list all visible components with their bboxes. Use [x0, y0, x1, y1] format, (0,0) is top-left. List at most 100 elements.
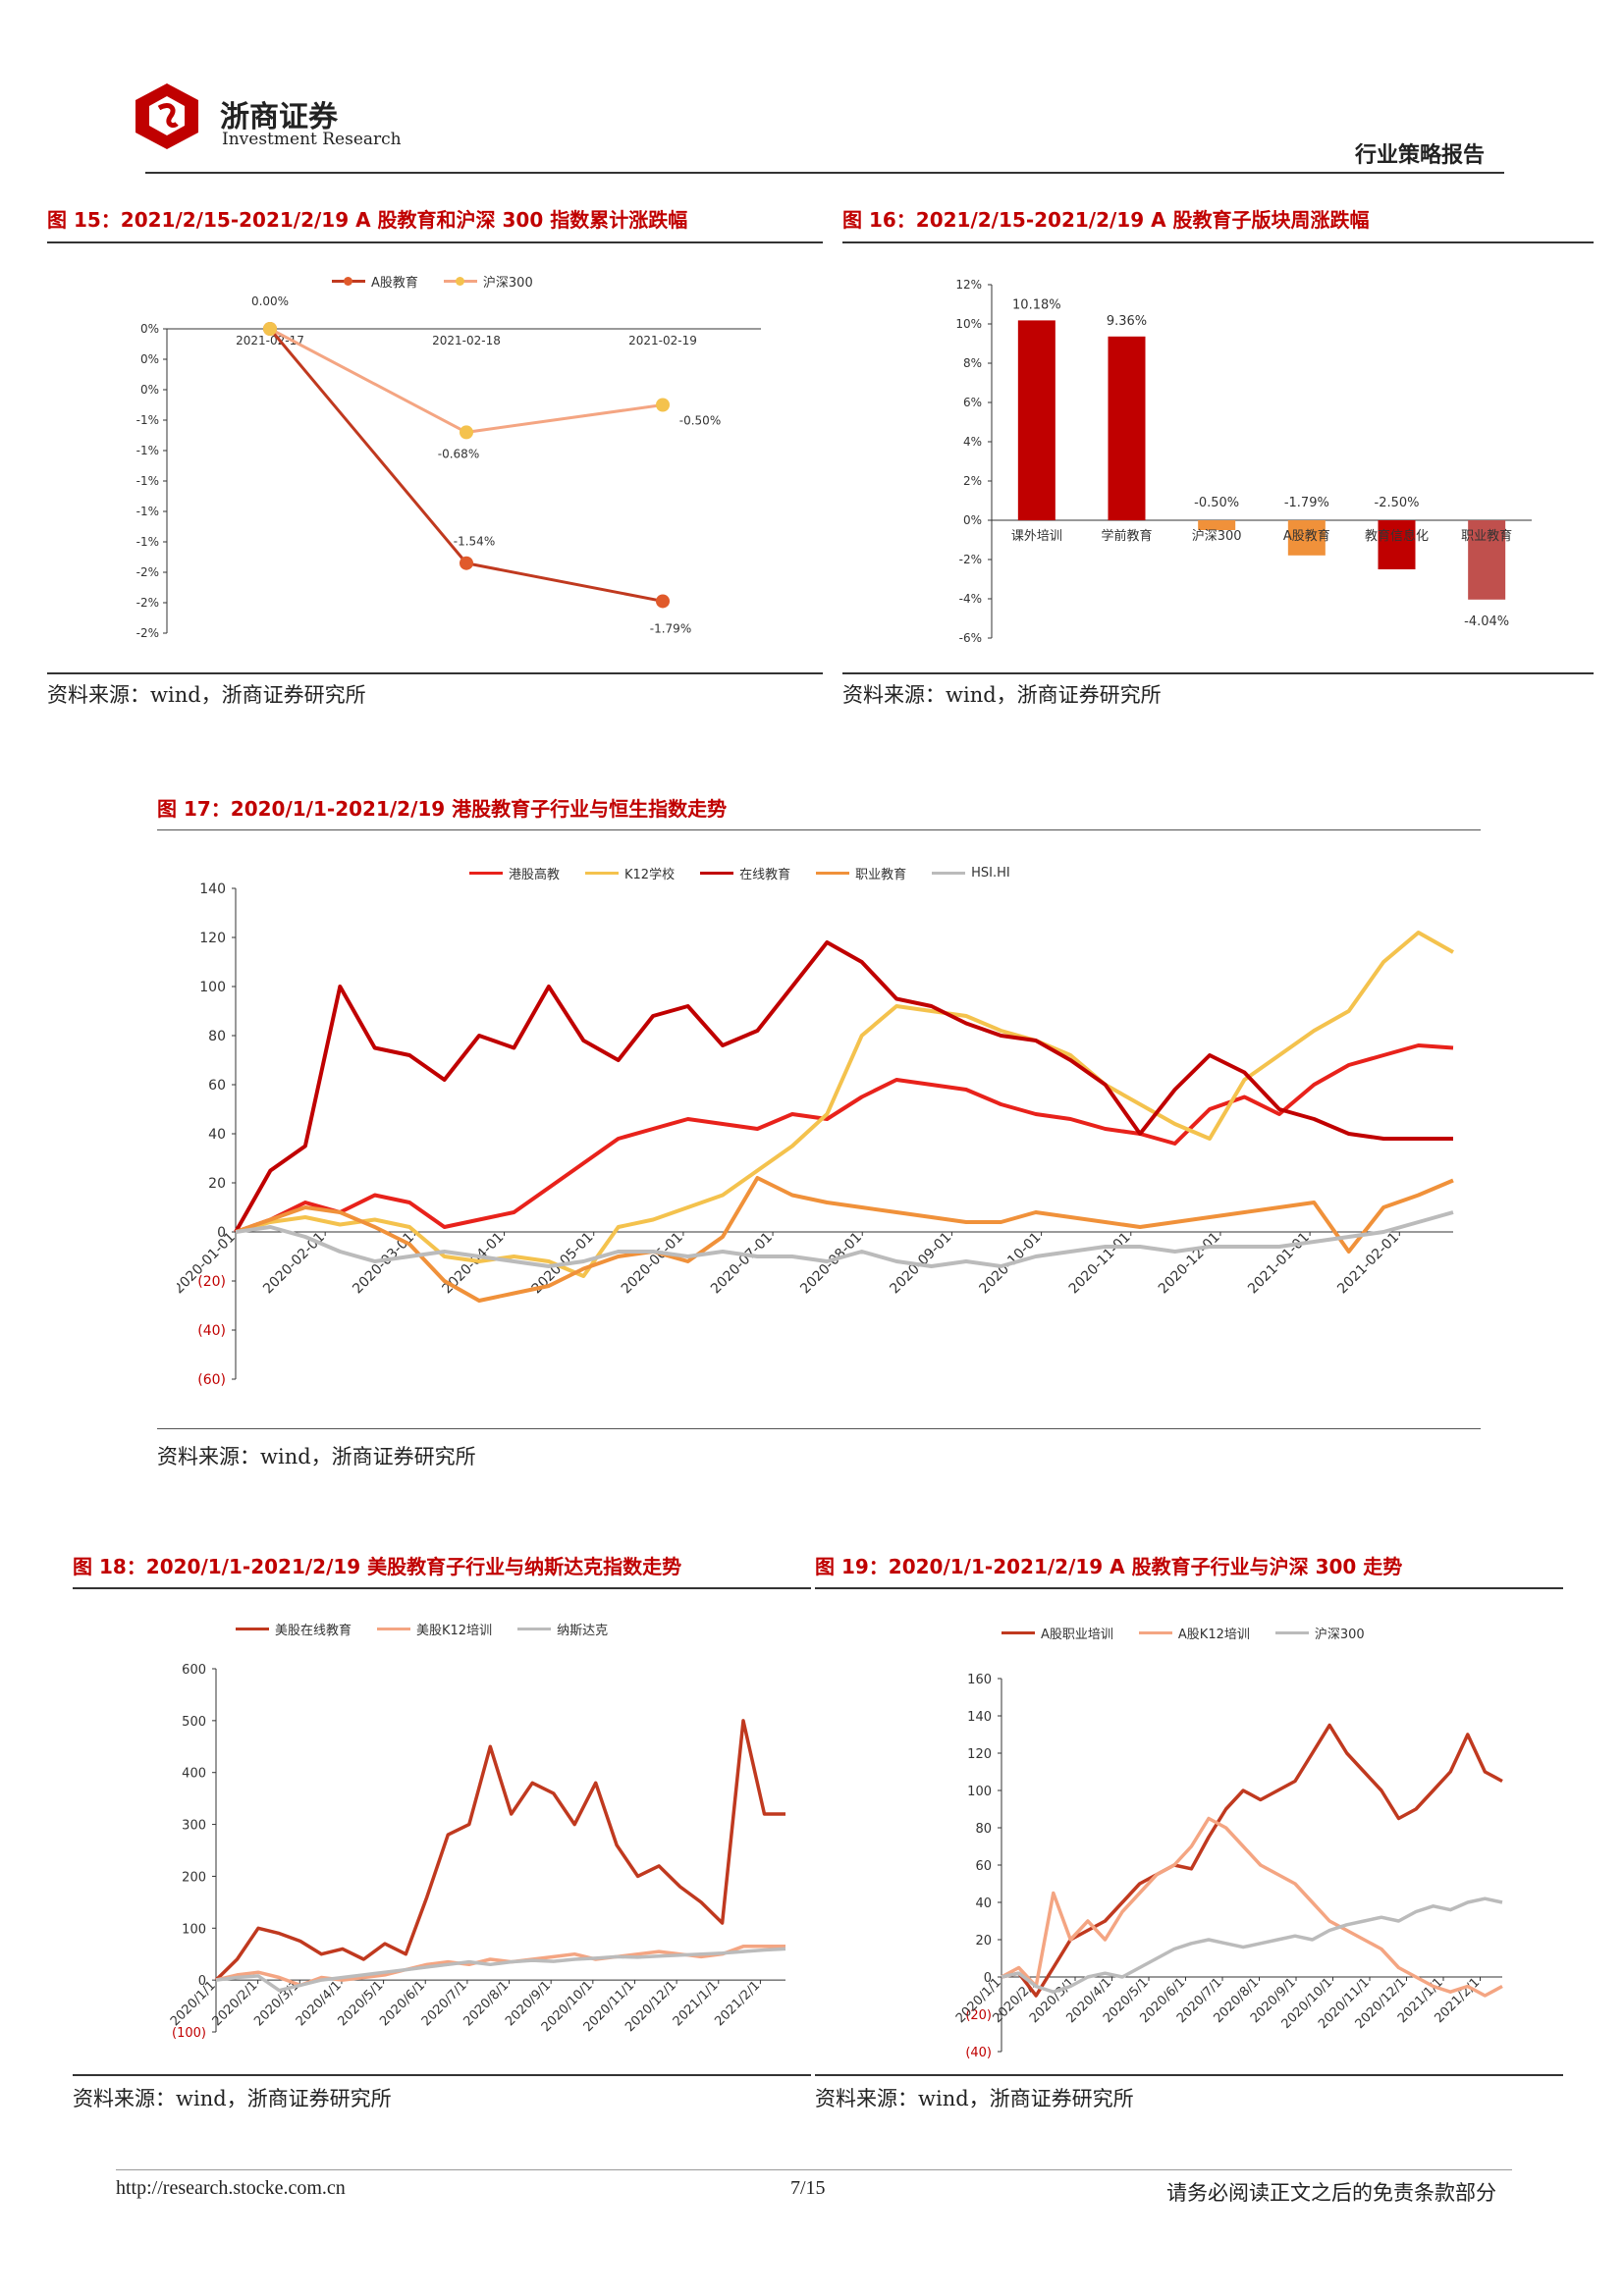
source-rule: [157, 1428, 1481, 1429]
data-point: [656, 594, 670, 609]
data-point: [460, 556, 473, 570]
y-tick-label: 80: [208, 1029, 226, 1044]
data-label: -0.50%: [1194, 496, 1239, 510]
x-tick-label: 课外培训: [1011, 528, 1062, 544]
y-tick-label: 0: [198, 1974, 206, 1989]
y-tick-label: (40): [197, 1323, 226, 1339]
y-tick-label: -1%: [136, 413, 159, 427]
series-line: [235, 1043, 1454, 1234]
chart-legend: 港股高教 K12学校 在线教育 职业教育 HSI.HI: [469, 864, 1010, 882]
figure-title: 图 18：2020/1/1-2021/2/19 美股教育子行业与纳斯达克指数走势: [73, 1555, 682, 1578]
figure-title: 图 19：2020/1/1-2021/2/19 A 股教育子行业与沪深 300 …: [815, 1555, 1403, 1578]
data-label: -4.04%: [1464, 614, 1509, 629]
bar: [1287, 520, 1326, 556]
data-label: -2.50%: [1375, 496, 1420, 510]
y-tick-label: -2%: [136, 626, 159, 640]
footer-url[interactable]: http://research.stocke.com.cn: [116, 2177, 346, 2199]
legend-item: A股职业培训: [1001, 1624, 1113, 1642]
series-line: [235, 931, 1454, 1278]
title-rule: [47, 241, 823, 243]
y-tick-label: 0%: [140, 352, 159, 366]
bar: [1378, 520, 1416, 569]
x-tick-label: 学前教育: [1101, 528, 1152, 544]
legend-item: 纳斯达克: [517, 1620, 608, 1638]
y-tick-label: 0%: [140, 383, 159, 397]
x-tick-label: 2020-06-01: [619, 1230, 686, 1298]
legend-item: 美股在线教育: [236, 1620, 352, 1638]
y-tick-label: 60: [208, 1078, 226, 1094]
company-name-en: Investment Research: [222, 130, 402, 149]
series-line: [235, 1176, 1454, 1303]
report-type: 行业策略报告: [1355, 143, 1486, 168]
y-tick-label: 80: [975, 1822, 992, 1837]
fig19-line-chart: 160140120100806040200(20)(40)2020/1/1202…: [953, 1673, 1503, 2060]
title-rule: [815, 1587, 1563, 1589]
source-rule: [47, 672, 823, 674]
y-tick-label: 100: [967, 1785, 992, 1799]
legend-item: 美股K12培训: [377, 1620, 492, 1638]
source-rule: [842, 672, 1594, 674]
series-line: [234, 940, 1453, 1233]
y-tick-label: (20): [197, 1274, 226, 1290]
y-tick-label: (20): [965, 2008, 992, 2023]
x-tick-label: 2020-12-01: [1156, 1230, 1223, 1298]
series-line: [215, 1947, 786, 1993]
y-tick-label: 40: [208, 1127, 226, 1143]
y-tick-label: 140: [967, 1710, 992, 1725]
data-point: [460, 425, 473, 440]
data-label: -1.79%: [1284, 496, 1329, 510]
y-tick-label: 120: [967, 1747, 992, 1762]
title-rule: [842, 241, 1594, 243]
y-tick-label: -1%: [136, 474, 159, 488]
y-tick-label: 8%: [963, 356, 982, 370]
legend-item: K12学校: [585, 864, 675, 882]
x-tick-label: 2021-01-01: [1245, 1230, 1313, 1298]
footer-rule: [116, 2169, 1512, 2170]
figure-title: 图 17：2020/1/1-2021/2/19 港股教育子行业与恒生指数走势: [157, 797, 728, 821]
bar: [1468, 520, 1506, 600]
legend-item: 职业教育: [816, 864, 906, 882]
company-logo-icon: [135, 83, 198, 149]
chart-legend: A股教育 沪深300: [332, 272, 533, 291]
legend-item: 在线教育: [700, 864, 790, 882]
figure-source: 资料来源：wind，浙商证券研究所: [47, 683, 366, 707]
x-tick-label: 2021-02-01: [1334, 1230, 1402, 1298]
y-tick-label: 12%: [955, 278, 982, 292]
y-tick-label: -4%: [959, 592, 982, 606]
disclaimer-note: 请务必阅读正文之后的免责条款部分: [1166, 2181, 1496, 2205]
data-label: 9.36%: [1107, 314, 1147, 329]
y-tick-label: 140: [199, 881, 226, 897]
y-tick-label: (100): [172, 2026, 206, 2041]
y-tick-label: 0: [984, 1971, 992, 1986]
page-number: 7/15: [790, 2177, 826, 2199]
legend-item: A股K12培训: [1138, 1624, 1250, 1642]
series-line: [1001, 1723, 1503, 1998]
fig18-line-chart: 6005004003002001000(100)2020/1/12020/2/1…: [168, 1663, 786, 2041]
source-rule: [815, 2074, 1563, 2076]
y-tick-label: (40): [965, 2046, 992, 2060]
fig15-line-chart: 0%0%0%-1%-1%-1%-1%-1%-2%-2%-2%2021-02-17…: [136, 294, 761, 640]
bar: [1108, 336, 1146, 520]
data-label: -0.50%: [679, 414, 721, 428]
y-tick-label: 600: [182, 1663, 206, 1678]
title-rule: [157, 829, 1481, 830]
y-tick-label: -2%: [136, 596, 159, 610]
y-tick-label: -1%: [136, 535, 159, 549]
x-tick-label: 沪深300: [1192, 528, 1242, 544]
fig17-line-chart: 140120100806040200(20)(40)(60)2020-01-01…: [177, 881, 1454, 1388]
data-label: -1.79%: [650, 621, 691, 635]
chart-legend: 美股在线教育 美股K12培训 纳斯达克: [236, 1620, 608, 1638]
y-tick-label: 10%: [955, 317, 982, 331]
bar: [1198, 520, 1236, 530]
y-tick-label: (60): [197, 1372, 226, 1388]
y-tick-label: -2%: [959, 553, 982, 566]
legend-item: 沪深300: [443, 272, 533, 291]
legend-item: 沪深300: [1274, 1624, 1365, 1642]
data-point: [263, 322, 277, 336]
y-tick-label: 500: [182, 1715, 206, 1730]
figure-title: 图 16：2021/2/15-2021/2/19 A 股教育子版块周涨跌幅: [842, 208, 1370, 232]
x-tick-label: 2020-08-01: [797, 1230, 865, 1298]
y-tick-label: 60: [975, 1859, 992, 1874]
source-rule: [73, 2074, 811, 2076]
y-tick-label: 0: [217, 1225, 226, 1241]
